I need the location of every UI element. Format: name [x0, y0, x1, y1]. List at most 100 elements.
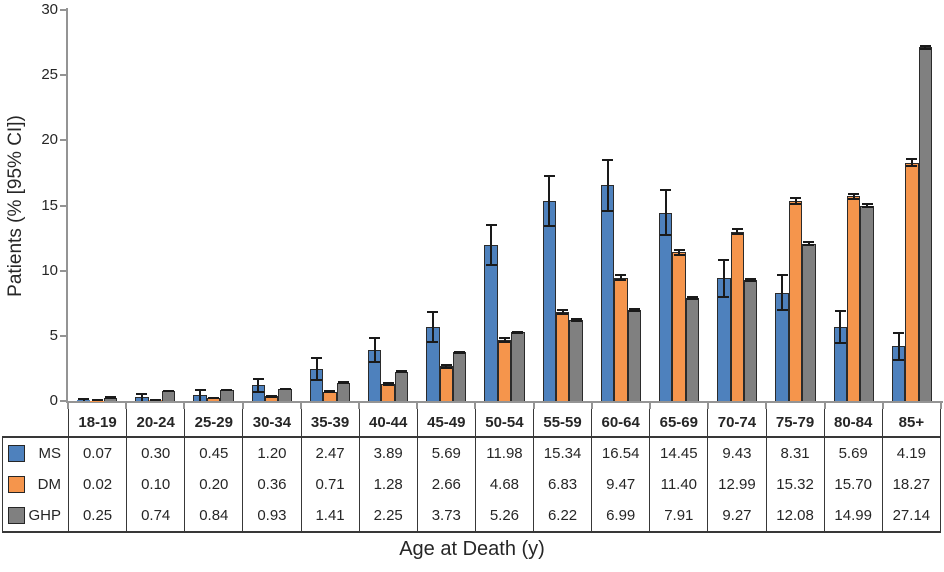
- value-cell: 3.89: [358, 437, 418, 469]
- value-cell: 18.27: [881, 469, 942, 500]
- y-tick-label: 30: [41, 1, 58, 18]
- data-table: 18-19 20-24 25-29 30-34 35-39 40-44 45-49 50-54…: [2, 409, 942, 533]
- value-cell: 11.40: [649, 469, 709, 500]
- error-bar-top-cap: [485, 224, 497, 226]
- value-cell: 0.45: [184, 437, 244, 469]
- error-bar: [257, 378, 260, 393]
- table-row-ms: MS 0.07 0.30 0.45 1.20 2.47 3.89 5.69 11.98 15.34…: [2, 437, 942, 469]
- error-bar-top-cap: [660, 189, 672, 192]
- error-bar-top-cap: [136, 392, 148, 395]
- bar-ghp-50-54: [511, 332, 525, 401]
- age-column-header: 25-29: [184, 409, 244, 438]
- error-bar-bottom-cap: [266, 395, 278, 398]
- error-bar: [315, 357, 318, 381]
- error-bar: [548, 175, 551, 228]
- error-bar: [910, 158, 913, 168]
- y-tick-label: 15: [41, 196, 58, 214]
- value-cell: 14.45: [649, 437, 709, 469]
- y-tick-label: 10: [41, 261, 58, 279]
- error-bar-bottom-cap: [252, 390, 264, 393]
- bar-dm-50-54: [497, 340, 512, 401]
- error-bar-bottom-cap: [615, 278, 627, 281]
- value-cell: 15.32: [765, 469, 825, 500]
- error-bar-bottom-cap: [382, 384, 394, 387]
- table-row-dm: DM 0.02 0.10 0.20 0.36 0.71 1.28 2.66 4.68 6.83 9.…: [2, 469, 942, 500]
- bar-ghp-55-59: [569, 319, 583, 401]
- error-bar-top-cap: [194, 388, 206, 391]
- bar-dm-85+: [905, 162, 919, 401]
- table-corner-cell: [2, 409, 69, 438]
- y-tick-mark: [60, 400, 66, 402]
- ghp-swatch-icon: [8, 507, 25, 524]
- value-cell: 14.99: [823, 500, 883, 533]
- bar-ghp-65-69: [685, 297, 700, 401]
- y-tick-mark: [60, 139, 66, 142]
- x-tick-mark: [590, 403, 593, 409]
- value-cell: 12.99: [707, 469, 767, 500]
- error-bar-top-cap: [382, 382, 394, 385]
- error-bar-bottom-cap: [660, 234, 672, 237]
- error-bar-bottom-cap: [337, 381, 349, 384]
- series-label: DM: [37, 476, 61, 493]
- error-bar-bottom-cap: [834, 341, 846, 344]
- value-cell: 4.19: [881, 437, 942, 469]
- bar-ms-60-64: [600, 185, 615, 401]
- error-bar-bottom-cap: [919, 47, 931, 50]
- error-bar-bottom-cap: [279, 387, 291, 390]
- age-column-header: 30-34: [242, 409, 302, 438]
- bar-ghp-80-84: [860, 205, 874, 401]
- bar-dm-55-59: [556, 312, 570, 401]
- value-cell: 5.69: [416, 437, 476, 469]
- error-bar-bottom-cap: [485, 263, 497, 266]
- error-bar-top-cap: [427, 311, 439, 314]
- error-bar: [606, 159, 609, 212]
- error-bar-bottom-cap: [602, 209, 613, 212]
- x-tick-mark: [881, 403, 884, 409]
- value-cell: 9.47: [591, 469, 651, 500]
- error-bar-bottom-cap: [673, 253, 685, 256]
- value-cell: 12.08: [765, 500, 825, 533]
- error-bar: [722, 258, 725, 298]
- error-bar-bottom-cap: [499, 340, 510, 343]
- value-cell: 3.73: [416, 500, 476, 533]
- error-bar-top-cap: [906, 158, 918, 161]
- error-bar-bottom-cap: [745, 280, 757, 283]
- error-bar: [897, 332, 900, 361]
- error-bar-bottom-cap: [570, 319, 582, 322]
- y-axis-line: [66, 8, 68, 403]
- value-cell: 0.93: [242, 500, 302, 533]
- x-tick-mark: [125, 403, 128, 409]
- error-bar-top-cap: [731, 228, 743, 230]
- value-cell: 2.25: [358, 500, 418, 533]
- value-cell: 0.74: [126, 500, 186, 533]
- age-column-header: 85+: [881, 409, 942, 438]
- error-bar-top-cap: [848, 192, 860, 195]
- x-tick-mark: [241, 403, 244, 409]
- series-label: MS: [38, 445, 62, 462]
- error-bar-top-cap: [803, 241, 815, 244]
- x-tick-mark: [474, 403, 477, 409]
- age-column-header: 70-74: [707, 409, 767, 438]
- bar-dm-40-44: [381, 384, 395, 401]
- bar-ghp-35-39: [336, 382, 350, 401]
- error-bar: [794, 197, 797, 206]
- error-bar-top-cap: [673, 249, 685, 252]
- error-bar-top-cap: [861, 203, 873, 206]
- error-bar-bottom-cap: [543, 225, 555, 228]
- x-tick-mark: [358, 403, 360, 409]
- value-cell: 4.68: [474, 469, 535, 500]
- bar-dm-80-84: [847, 196, 861, 401]
- error-bar: [140, 392, 143, 401]
- error-bar-top-cap: [687, 296, 698, 298]
- age-column-header: 75-79: [765, 409, 825, 438]
- error-bar-top-cap: [440, 364, 452, 366]
- error-bar-bottom-cap: [687, 297, 698, 300]
- value-cell: 6.83: [532, 469, 593, 500]
- value-cell: 0.25: [67, 500, 128, 533]
- value-cell: 8.31: [765, 437, 825, 469]
- dm-swatch-icon: [8, 476, 25, 493]
- error-bar-bottom-cap: [454, 351, 466, 354]
- error-bar: [664, 189, 667, 237]
- error-bar-bottom-cap: [512, 332, 524, 334]
- bar-dm-75-79: [788, 201, 803, 401]
